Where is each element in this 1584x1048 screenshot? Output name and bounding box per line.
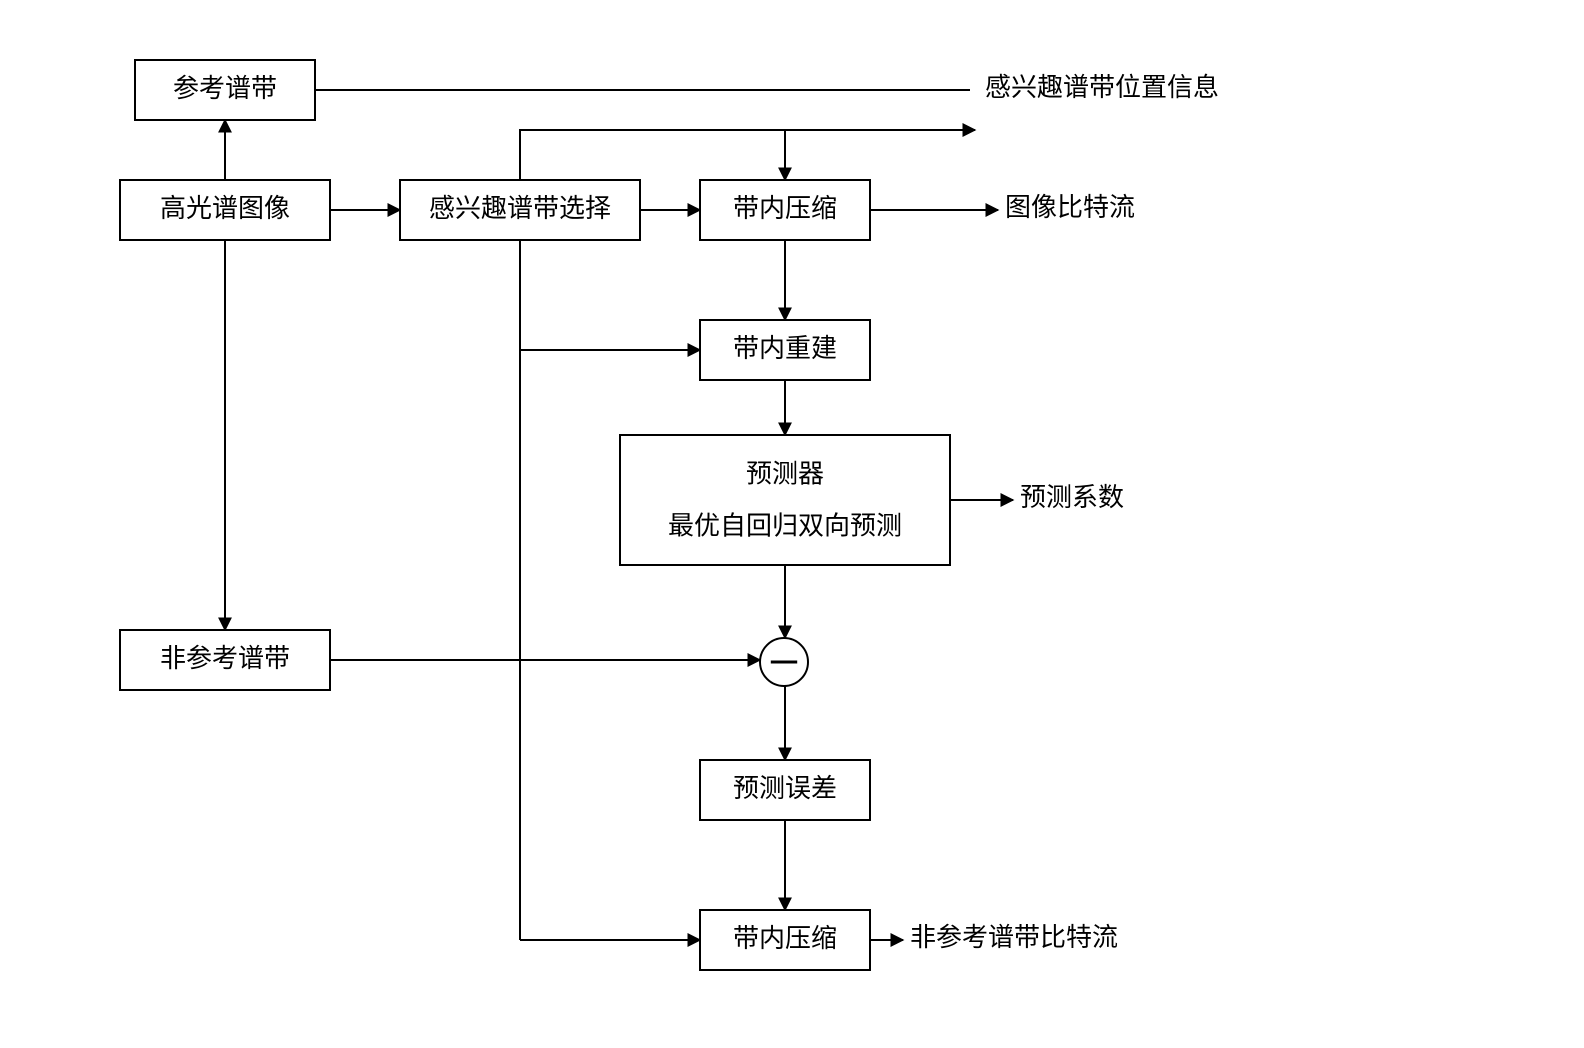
node-label1-predictor: 预测器 (746, 460, 824, 489)
node-label-intra_comp: 带内压缩 (733, 194, 837, 223)
output-label-pred_coef: 预测系数 (1020, 483, 1124, 512)
node-predictor: 预测器最优自回归双向预测 (620, 435, 950, 565)
node-intra_comp2: 带内压缩 (700, 910, 870, 970)
node-label-roi_select: 感兴趣谱带选择 (429, 194, 611, 223)
node-rect-predictor (620, 435, 950, 565)
outputs-layer: 感兴趣谱带位置信息图像比特流预测系数非参考谱带比特流 (910, 73, 1219, 952)
output-label-img_bits: 图像比特流 (1005, 193, 1135, 222)
node-label2-predictor: 最优自回归双向预测 (668, 512, 902, 541)
node-hsi: 高光谱图像 (120, 180, 330, 240)
node-nonref_band: 非参考谱带 (120, 630, 330, 690)
node-label-intra_comp2: 带内压缩 (733, 924, 837, 953)
node-label-pred_err: 预测误差 (733, 774, 837, 803)
node-label-hsi: 高光谱图像 (160, 194, 290, 223)
node-label-intra_recon: 带内重建 (733, 334, 837, 363)
nodes-layer: 参考谱带高光谱图像感兴趣谱带选择带内压缩带内重建预测器最优自回归双向预测非参考谱… (120, 60, 950, 970)
node-intra_comp: 带内压缩 (700, 180, 870, 240)
node-pred_err: 预测误差 (700, 760, 870, 820)
node-label-nonref_band: 非参考谱带 (160, 644, 290, 673)
flowchart-diagram: 参考谱带高光谱图像感兴趣谱带选择带内压缩带内重建预测器最优自回归双向预测非参考谱… (0, 0, 1584, 1048)
node-subtractor (760, 638, 808, 686)
output-label-nonref_bits: 非参考谱带比特流 (910, 923, 1118, 952)
edge-roi-up-posinfo (520, 130, 975, 180)
node-label-ref_band: 参考谱带 (173, 74, 277, 103)
node-intra_recon: 带内重建 (700, 320, 870, 380)
node-roi_select: 感兴趣谱带选择 (400, 180, 640, 240)
output-label-pos_info: 感兴趣谱带位置信息 (985, 73, 1219, 102)
node-ref_band: 参考谱带 (135, 60, 315, 120)
